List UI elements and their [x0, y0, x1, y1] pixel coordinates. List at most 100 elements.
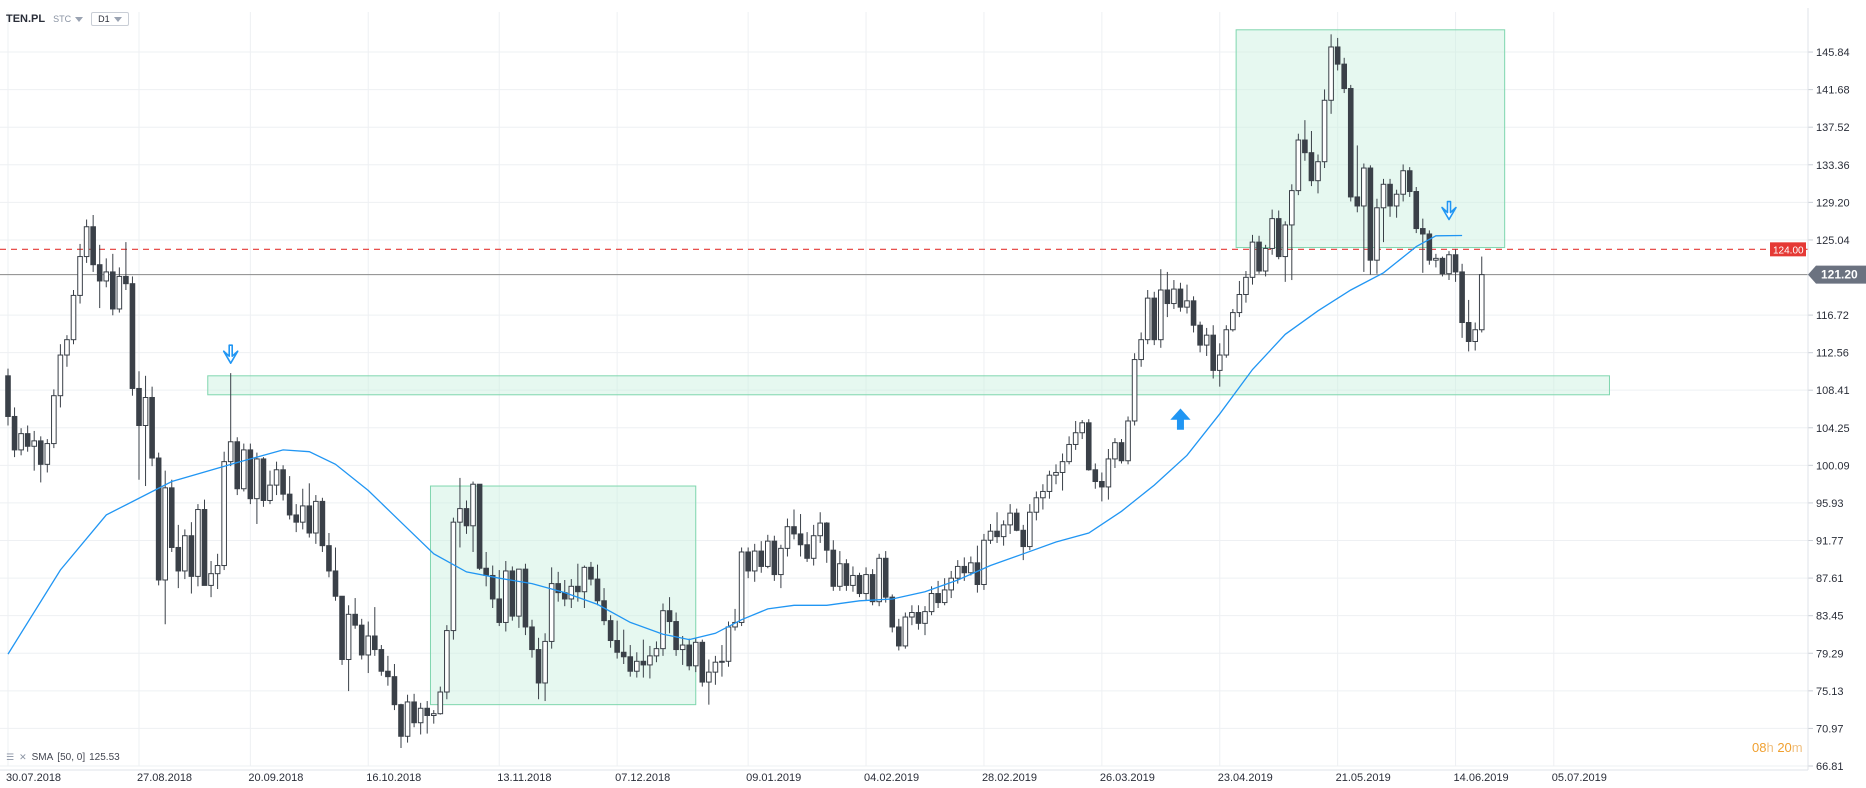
- candle[interactable]: [90, 215, 96, 272]
- candle[interactable]: [430, 710, 437, 724]
- candle[interactable]: [1354, 145, 1361, 213]
- candle[interactable]: [221, 451, 227, 571]
- candle[interactable]: [1144, 289, 1151, 345]
- candle[interactable]: [522, 563, 529, 636]
- candle[interactable]: [463, 500, 470, 534]
- candle[interactable]: [1387, 178, 1393, 217]
- candle[interactable]: [876, 553, 882, 607]
- candle[interactable]: [1125, 416, 1131, 465]
- candle[interactable]: [791, 509, 797, 540]
- candle[interactable]: [1164, 271, 1171, 318]
- candle[interactable]: [719, 645, 725, 677]
- candle[interactable]: [1099, 472, 1105, 502]
- candle[interactable]: [352, 598, 358, 629]
- candle[interactable]: [424, 701, 430, 734]
- candle[interactable]: [1230, 308, 1236, 332]
- candle[interactable]: [332, 547, 339, 601]
- candle[interactable]: [837, 551, 843, 591]
- candle[interactable]: [162, 470, 168, 625]
- candle[interactable]: [155, 452, 162, 586]
- candle[interactable]: [712, 655, 719, 685]
- candle[interactable]: [509, 566, 516, 621]
- candle[interactable]: [1007, 504, 1013, 534]
- candle[interactable]: [555, 571, 562, 602]
- candle[interactable]: [1027, 504, 1033, 551]
- candle[interactable]: [1334, 37, 1341, 71]
- candle[interactable]: [11, 407, 18, 458]
- candle[interactable]: [208, 561, 214, 598]
- candle[interactable]: [679, 635, 686, 665]
- candle[interactable]: [1249, 234, 1256, 285]
- candle[interactable]: [1367, 165, 1374, 275]
- candle[interactable]: [1177, 282, 1184, 312]
- candle[interactable]: [1158, 269, 1164, 348]
- candle[interactable]: [70, 289, 77, 345]
- candle[interactable]: [1472, 322, 1479, 351]
- candle[interactable]: [1210, 325, 1217, 379]
- candle[interactable]: [948, 570, 955, 599]
- candle[interactable]: [673, 612, 679, 656]
- candle[interactable]: [1059, 453, 1066, 491]
- symbol-label[interactable]: TEN.PL: [6, 13, 46, 25]
- candle[interactable]: [725, 621, 732, 667]
- candle[interactable]: [627, 645, 634, 677]
- candle[interactable]: [1406, 167, 1413, 197]
- candle[interactable]: [1413, 187, 1420, 234]
- candle[interactable]: [267, 470, 273, 505]
- candle[interactable]: [1262, 244, 1269, 277]
- highlight-zone[interactable]: [207, 375, 1610, 396]
- candle[interactable]: [1426, 230, 1433, 265]
- candle[interactable]: [1171, 280, 1177, 309]
- candle[interactable]: [994, 512, 1000, 543]
- candle[interactable]: [450, 517, 457, 640]
- candle[interactable]: [1053, 464, 1059, 485]
- candle[interactable]: [1138, 332, 1144, 367]
- candle[interactable]: [699, 639, 706, 687]
- candle[interactable]: [922, 606, 928, 636]
- candle[interactable]: [496, 570, 503, 627]
- candle[interactable]: [188, 522, 195, 594]
- candle[interactable]: [123, 242, 129, 290]
- candle[interactable]: [1151, 291, 1158, 346]
- candle[interactable]: [1446, 251, 1452, 281]
- time-axis[interactable]: 30.07.2018 27.08.2018 20.09.2018 16.10.2018…: [0, 769, 1808, 784]
- candle[interactable]: [175, 524, 182, 589]
- candle[interactable]: [660, 603, 666, 656]
- candle[interactable]: [378, 645, 385, 676]
- candle[interactable]: [1013, 508, 1020, 532]
- candle[interactable]: [758, 541, 765, 573]
- candle[interactable]: [24, 425, 31, 452]
- candle[interactable]: [345, 605, 352, 692]
- candle[interactable]: [935, 580, 941, 608]
- candle[interactable]: [417, 702, 424, 735]
- candle[interactable]: [823, 522, 830, 563]
- candle[interactable]: [457, 477, 463, 548]
- candle[interactable]: [594, 564, 601, 606]
- candle[interactable]: [1302, 120, 1308, 161]
- candle[interactable]: [31, 430, 37, 471]
- candle[interactable]: [548, 567, 555, 649]
- candle[interactable]: [404, 694, 411, 743]
- candle[interactable]: [751, 543, 758, 582]
- candle[interactable]: [653, 641, 660, 663]
- candle[interactable]: [1256, 235, 1262, 274]
- candle[interactable]: [810, 524, 817, 566]
- candle[interactable]: [116, 267, 123, 313]
- candle[interactable]: [889, 594, 896, 633]
- candle[interactable]: [1341, 57, 1348, 94]
- candle[interactable]: [1393, 189, 1400, 218]
- candle[interactable]: [64, 335, 70, 367]
- candle[interactable]: [542, 633, 548, 702]
- candle[interactable]: [896, 618, 902, 651]
- candle[interactable]: [882, 551, 889, 603]
- candle[interactable]: [856, 572, 863, 598]
- candle[interactable]: [692, 637, 699, 673]
- candle[interactable]: [1439, 256, 1446, 277]
- candle[interactable]: [103, 258, 110, 288]
- candle[interactable]: [1079, 420, 1086, 440]
- candle[interactable]: [18, 428, 24, 456]
- candle[interactable]: [1033, 491, 1040, 521]
- candle[interactable]: [686, 638, 693, 671]
- candle[interactable]: [280, 465, 286, 501]
- timeframe-select[interactable]: D1: [91, 12, 129, 26]
